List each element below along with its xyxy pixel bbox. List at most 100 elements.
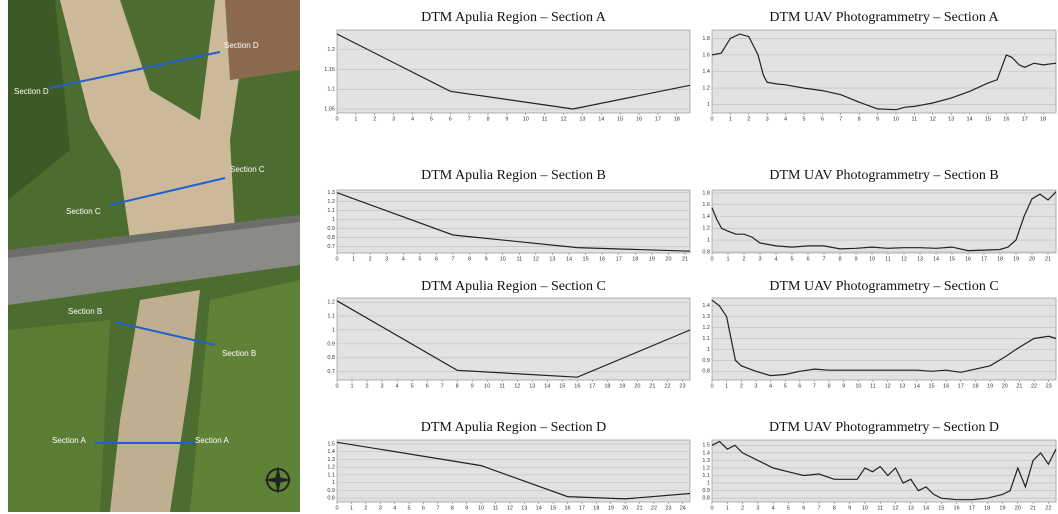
y-tick-label: 1.5 (327, 441, 335, 447)
x-tick-label: 2 (364, 505, 367, 511)
x-tick-label: 8 (833, 505, 836, 511)
y-tick-label: 0.8 (327, 235, 335, 241)
x-tick-label: 11 (911, 116, 917, 122)
x-tick-label: 2 (369, 256, 372, 262)
x-tick-label: 16 (636, 116, 642, 122)
x-tick-label: 9 (842, 383, 845, 389)
y-tick-label: 0.8 (702, 249, 710, 255)
x-tick-label: 14 (914, 383, 920, 389)
y-tick-label: 1.2 (702, 325, 710, 331)
x-tick-label: 21 (1016, 383, 1022, 389)
x-tick-label: 22 (651, 505, 657, 511)
chart-title: DTM UAV Photogrammetry – Section C (769, 279, 998, 294)
chart-title: DTM UAV Photogrammetry – Section D (769, 420, 999, 435)
y-tick-label: 1.2 (327, 465, 335, 471)
y-tick-label: 0.8 (702, 496, 710, 502)
x-tick-label: 3 (381, 383, 384, 389)
x-tick-label: 3 (758, 256, 761, 262)
x-tick-label: 7 (839, 116, 842, 122)
x-tick-label: 1 (350, 383, 353, 389)
x-tick-label: 19 (649, 256, 655, 262)
x-tick-label: 4 (396, 383, 399, 389)
x-tick-label: 10 (478, 505, 484, 511)
x-tick-label: 3 (392, 116, 395, 122)
y-tick-label: 1.4 (702, 450, 710, 456)
x-tick-label: 15 (938, 505, 944, 511)
x-tick-label: 9 (854, 256, 857, 262)
plot-area (711, 297, 1057, 381)
x-tick-label: 7 (436, 505, 439, 511)
x-tick-label: 3 (766, 116, 769, 122)
x-tick-label: 10 (484, 383, 490, 389)
x-tick-label: 13 (579, 116, 585, 122)
x-tick-label: 3 (385, 256, 388, 262)
x-tick-label: 15 (550, 505, 556, 511)
x-tick-label: 16 (564, 505, 570, 511)
x-tick-label: 23 (665, 505, 671, 511)
x-tick-label: 22 (664, 383, 670, 389)
x-tick-label: 6 (806, 256, 809, 262)
x-tick-label: 13 (917, 256, 923, 262)
x-tick-label: 13 (948, 116, 954, 122)
x-tick-label: 12 (885, 383, 891, 389)
section-label: Section B (222, 349, 256, 358)
y-tick-label: 1.2 (327, 199, 335, 205)
x-tick-label: 10 (893, 116, 899, 122)
y-tick-label: 0.9 (702, 358, 710, 364)
y-tick-label: 1 (332, 480, 335, 486)
x-tick-label: 6 (821, 116, 824, 122)
y-tick-label: 1.15 (324, 67, 335, 73)
x-tick-label: 16 (599, 256, 605, 262)
x-tick-label: 19 (999, 505, 1005, 511)
x-tick-label: 8 (838, 256, 841, 262)
x-tick-label: 20 (665, 256, 671, 262)
x-tick-label: 16 (1003, 116, 1009, 122)
x-tick-label: 16 (965, 256, 971, 262)
y-tick-label: 1.1 (327, 472, 335, 478)
x-tick-label: 2 (741, 505, 744, 511)
section-label: Section A (52, 436, 86, 445)
x-tick-label: 10 (855, 383, 861, 389)
x-tick-label: 17 (969, 505, 975, 511)
x-tick-label: 17 (1022, 116, 1028, 122)
x-tick-label: 1 (725, 383, 728, 389)
x-tick-label: 15 (583, 256, 589, 262)
x-tick-label: 6 (798, 383, 801, 389)
y-tick-label: 1.2 (702, 465, 710, 471)
plot-area (336, 189, 691, 254)
x-tick-label: 4 (769, 383, 772, 389)
y-tick-label: 1.6 (702, 202, 710, 208)
x-tick-label: 15 (929, 383, 935, 389)
y-tick-label: 1.05 (324, 107, 335, 113)
x-tick-label: 17 (958, 383, 964, 389)
y-tick-label: 1.1 (702, 473, 710, 479)
x-tick-label: 3 (754, 383, 757, 389)
x-tick-label: 5 (787, 505, 790, 511)
x-tick-label: 14 (923, 505, 929, 511)
y-tick-label: 1.4 (327, 449, 335, 455)
y-tick-label: 1 (332, 327, 335, 333)
x-tick-label: 10 (862, 505, 868, 511)
x-tick-label: 12 (533, 256, 539, 262)
section-label: Section D (224, 41, 259, 50)
section-label: Section D (14, 87, 49, 96)
x-tick-label: 7 (822, 256, 825, 262)
y-tick-label: 0.8 (327, 355, 335, 361)
x-tick-label: 8 (451, 505, 454, 511)
x-tick-label: 12 (892, 505, 898, 511)
y-tick-label: 1.1 (327, 314, 335, 320)
y-tick-label: 1 (707, 481, 710, 487)
x-tick-label: 1 (354, 116, 357, 122)
data-line (711, 299, 1057, 377)
x-tick-label: 13 (549, 256, 555, 262)
x-tick-label: 14 (966, 116, 972, 122)
y-tick-label: 0.9 (702, 488, 710, 494)
chart-title: DTM UAV Photogrammetry – Section B (769, 168, 998, 183)
y-tick-label: 0.7 (327, 244, 335, 250)
x-tick-label: 7 (441, 383, 444, 389)
section-label: Section C (230, 165, 265, 174)
x-tick-label: 11 (499, 383, 505, 389)
section-label: Section A (195, 436, 229, 445)
x-tick-label: 14 (933, 256, 939, 262)
x-tick-label: 9 (848, 505, 851, 511)
